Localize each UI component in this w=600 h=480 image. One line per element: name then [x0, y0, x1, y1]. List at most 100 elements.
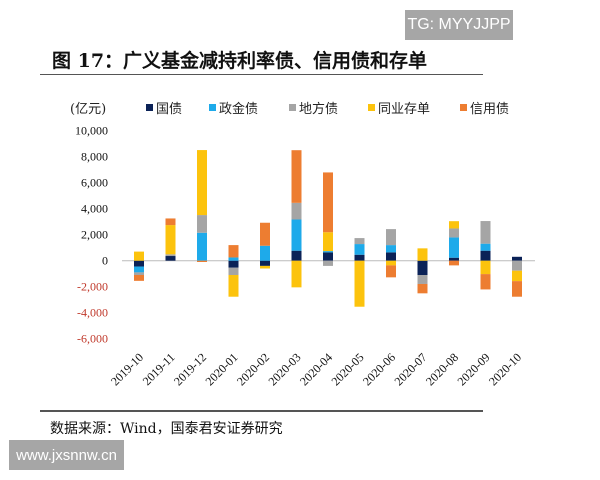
- legend-swatch: [368, 104, 375, 111]
- bar-segment: [386, 265, 396, 278]
- x-tick-label: 2019-11: [140, 350, 178, 388]
- source-note: 数据来源：Wind，国泰君安证券研究: [50, 421, 283, 437]
- bar-segment: [134, 272, 144, 275]
- x-tick-label: 2020-08: [423, 350, 461, 388]
- x-tick-label: 2019-12: [171, 350, 209, 388]
- bar-segment: [480, 250, 491, 261]
- bar-segment: [354, 254, 365, 261]
- watermark-bottom: www.jxsnnw.cn: [9, 440, 124, 470]
- legend-swatch: [460, 104, 467, 111]
- source-divider: [40, 410, 483, 412]
- legend-swatch: [209, 104, 216, 111]
- legend-label: 地方债: [299, 101, 338, 117]
- legend-label: 政金债: [219, 101, 258, 117]
- y-tick-label: 8,000: [81, 150, 108, 164]
- x-tick-label: 2020-03: [265, 350, 303, 388]
- bar-segment: [165, 256, 176, 261]
- bar-segment: [512, 256, 522, 261]
- bar-segment: [260, 245, 270, 261]
- bar-segment: [417, 260, 428, 275]
- x-tick-label: 2020-09: [454, 350, 492, 388]
- bar-segment: [449, 221, 459, 229]
- bar-segment: [134, 275, 144, 281]
- y-tick-label: 2,000: [81, 228, 108, 242]
- x-tick-label: 2020-07: [391, 350, 429, 388]
- bar-segment: [197, 260, 207, 262]
- bar-segment: [228, 275, 239, 297]
- bar-segment: [386, 260, 396, 266]
- bar-segment: [260, 265, 270, 269]
- bar-segment: [260, 222, 270, 246]
- bar-segment: [323, 232, 333, 252]
- bar-segment: [480, 243, 491, 251]
- legend-swatch: [289, 104, 296, 111]
- bar-segment: [228, 267, 239, 275]
- y-tick-label: -4,000: [77, 306, 108, 320]
- bar-segment: [165, 218, 176, 226]
- bar-segment: [165, 225, 176, 255]
- bar-segment: [512, 260, 522, 271]
- bar-segment: [480, 274, 491, 290]
- bar-segment: [449, 237, 459, 258]
- bar-segment: [354, 244, 365, 255]
- bar-segment: [417, 248, 428, 261]
- x-tick-label: 2020-06: [360, 350, 398, 388]
- title-divider: [40, 74, 483, 75]
- x-tick-label: 2020-04: [297, 350, 335, 388]
- x-tick-label: 2020-02: [234, 350, 272, 388]
- bar-segment: [323, 251, 333, 253]
- bar-segment: [197, 150, 207, 216]
- y-tick-label: 4,000: [81, 202, 108, 216]
- bar-segment: [291, 219, 302, 251]
- y-tick-label: 0: [102, 254, 108, 268]
- bar-segment: [323, 260, 333, 266]
- bar-segment: [449, 257, 459, 261]
- bar-segment: [417, 275, 428, 284]
- bar-segment: [165, 254, 176, 257]
- watermark-top: TG: MYYJJPP: [405, 10, 513, 40]
- bar-segment: [291, 260, 302, 288]
- bar-segment: [228, 257, 239, 261]
- bar-segment: [512, 281, 522, 297]
- legend-swatch: [146, 104, 153, 111]
- bar-segment: [260, 260, 270, 266]
- y-unit-label: (亿元): [70, 102, 106, 117]
- bar-segment: [354, 238, 365, 245]
- y-tick-label: -6,000: [77, 332, 108, 346]
- bar-segment: [480, 260, 491, 275]
- bar-segment: [386, 229, 396, 246]
- legend-label: 信用债: [470, 102, 509, 117]
- bar-segment: [323, 252, 333, 261]
- y-tick-label: -2,000: [77, 280, 108, 294]
- bar-segment: [134, 251, 144, 261]
- bar-segment: [449, 260, 459, 266]
- bar-segment: [197, 215, 207, 233]
- bar-segment: [417, 283, 428, 294]
- bar-segment: [228, 260, 239, 268]
- bar-segment: [449, 228, 459, 238]
- bar-segment: [480, 221, 491, 244]
- bar-segment: [291, 150, 302, 203]
- legend-label: 国债: [156, 102, 182, 117]
- bar-segment: [354, 260, 365, 307]
- figure-title: 图 17：广义基金减持利率债、信用债和存单: [52, 50, 428, 72]
- y-tick-label: 10,000: [75, 124, 108, 138]
- bar-segment: [512, 270, 522, 282]
- y-tick-label: 6,000: [81, 176, 108, 190]
- bar-segment: [134, 266, 144, 273]
- x-tick-label: 2020-05: [328, 350, 366, 388]
- bar-segment: [386, 245, 396, 253]
- bar-segment: [291, 250, 302, 261]
- x-tick-label: 2020-01: [202, 350, 240, 388]
- bar-segment: [134, 260, 144, 267]
- legend-label: 同业存单: [378, 102, 430, 117]
- x-tick-label: 2020-10: [486, 350, 524, 388]
- bar-segment: [386, 252, 396, 261]
- x-tick-label: 2019-10: [108, 350, 146, 388]
- bar-segment: [197, 232, 207, 261]
- bar-segment: [291, 202, 302, 220]
- bar-segment: [228, 245, 239, 258]
- bar-segment: [323, 172, 333, 233]
